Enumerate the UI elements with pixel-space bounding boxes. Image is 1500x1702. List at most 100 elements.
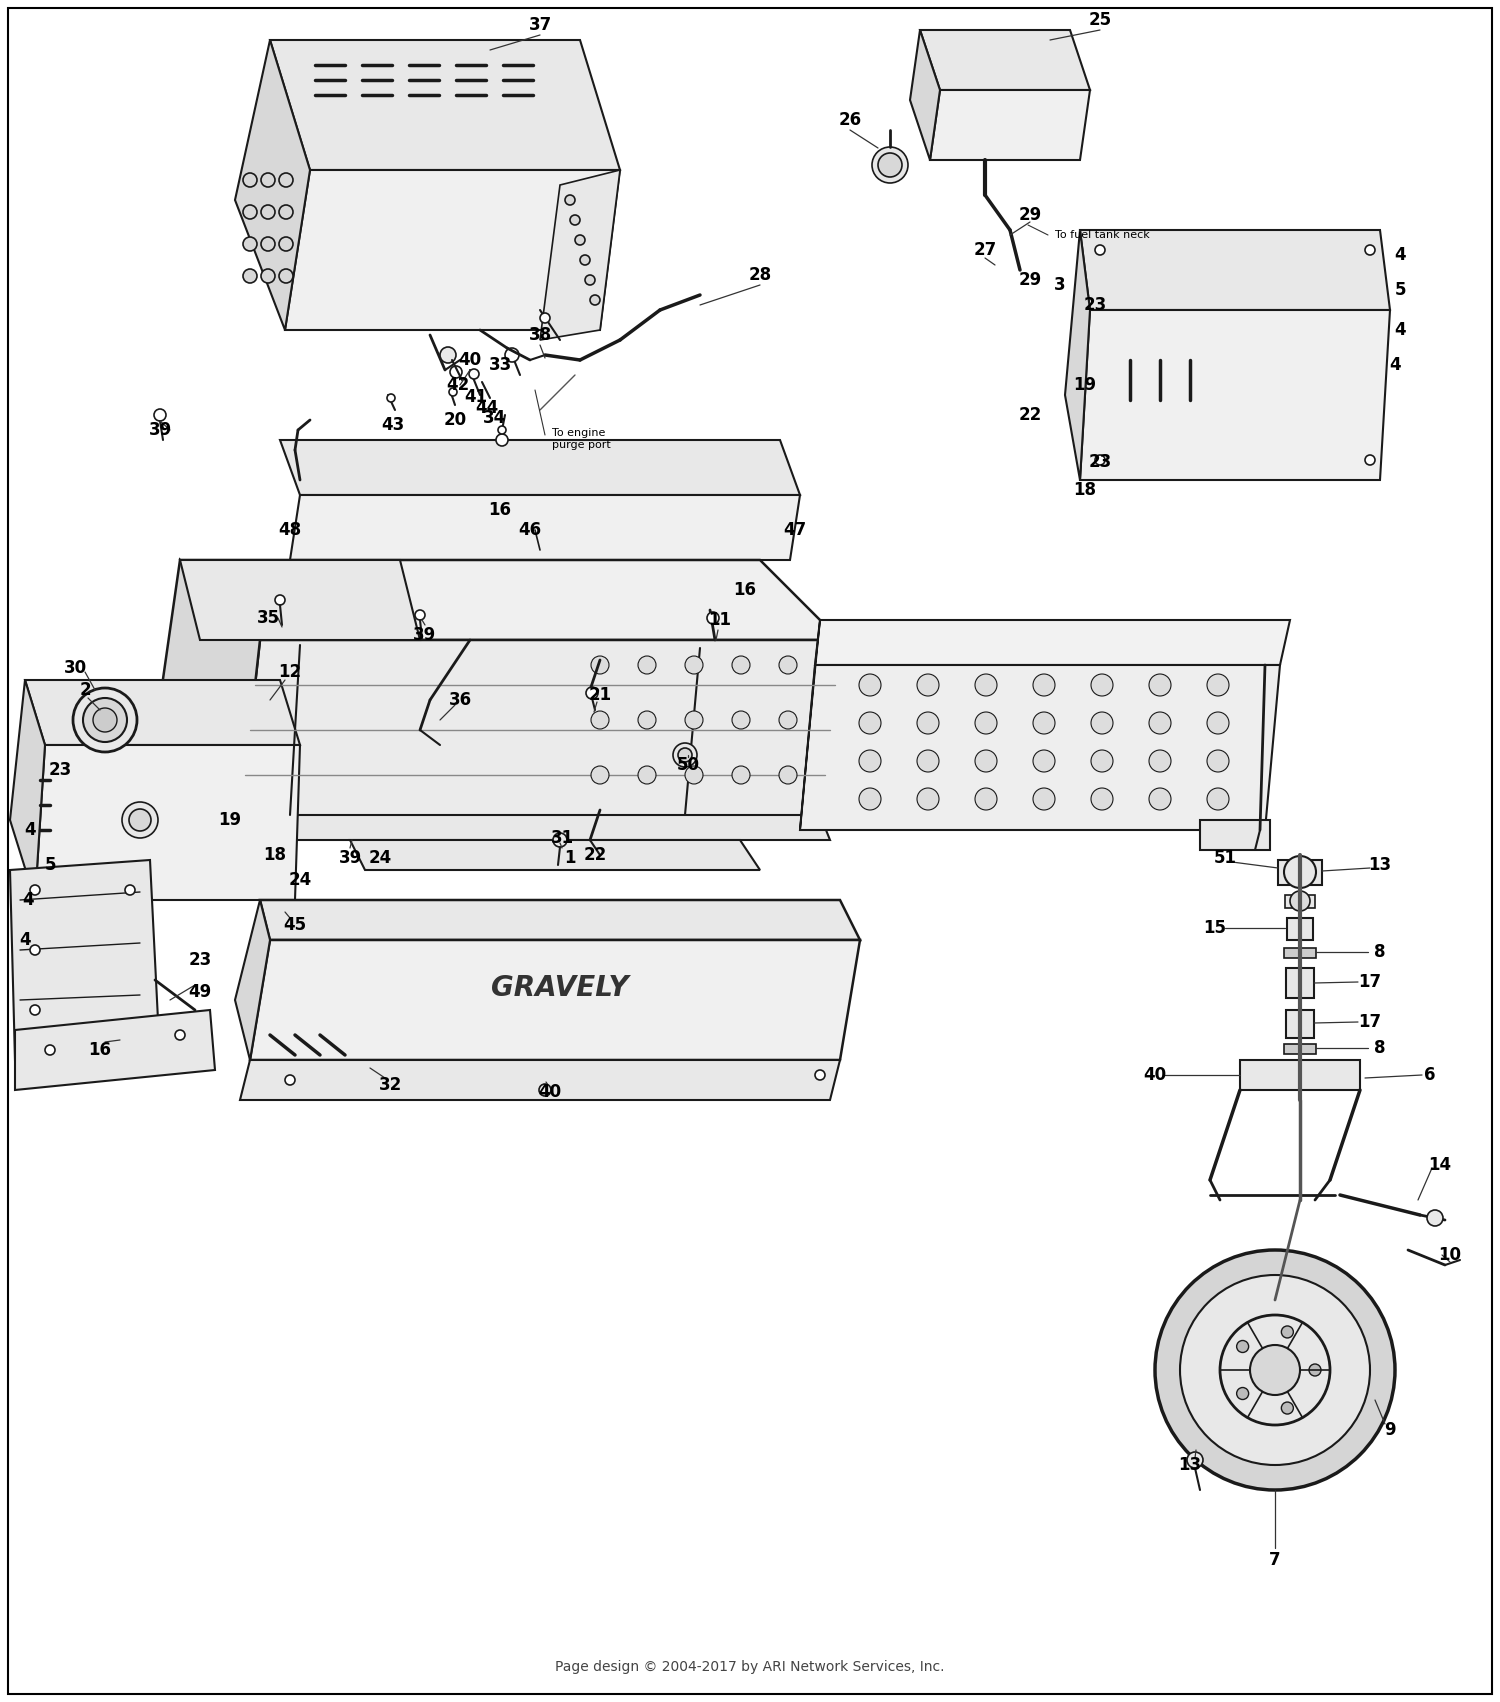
Text: 16: 16 <box>734 580 756 599</box>
Text: 17: 17 <box>1359 974 1382 991</box>
Circle shape <box>1095 245 1106 255</box>
Circle shape <box>261 174 274 187</box>
Polygon shape <box>800 665 1280 831</box>
Circle shape <box>1281 1326 1293 1338</box>
Polygon shape <box>800 620 820 831</box>
Circle shape <box>686 711 703 728</box>
Polygon shape <box>280 441 800 495</box>
Text: 11: 11 <box>708 611 732 630</box>
Circle shape <box>1186 1452 1203 1469</box>
Circle shape <box>591 655 609 674</box>
Polygon shape <box>920 31 1090 90</box>
Circle shape <box>859 751 880 773</box>
Circle shape <box>129 808 152 831</box>
Circle shape <box>1208 788 1228 810</box>
Text: 40: 40 <box>1143 1065 1167 1084</box>
Text: 7: 7 <box>1269 1551 1281 1569</box>
Polygon shape <box>1200 820 1270 849</box>
Circle shape <box>450 366 462 378</box>
Text: 36: 36 <box>448 691 471 710</box>
Text: 4: 4 <box>24 820 36 839</box>
Circle shape <box>1236 1387 1248 1399</box>
Text: 34: 34 <box>483 408 506 427</box>
Text: 50: 50 <box>676 756 699 774</box>
Circle shape <box>975 711 998 734</box>
Circle shape <box>1180 1275 1370 1465</box>
Text: 48: 48 <box>279 521 302 540</box>
Polygon shape <box>260 900 860 940</box>
Text: 24: 24 <box>369 849 392 866</box>
Circle shape <box>554 832 567 848</box>
Circle shape <box>243 237 256 250</box>
Circle shape <box>1365 454 1376 465</box>
Circle shape <box>279 174 292 187</box>
Circle shape <box>1236 1341 1248 1353</box>
Polygon shape <box>251 940 859 1060</box>
Circle shape <box>416 609 424 620</box>
Circle shape <box>243 204 256 220</box>
Polygon shape <box>540 170 620 340</box>
Circle shape <box>496 434 508 446</box>
Circle shape <box>1281 1402 1293 1414</box>
Text: 49: 49 <box>189 984 211 1001</box>
Text: 18: 18 <box>264 846 286 865</box>
Circle shape <box>638 655 656 674</box>
Text: 27: 27 <box>974 242 996 259</box>
Circle shape <box>859 788 880 810</box>
Circle shape <box>448 388 458 397</box>
Text: 39: 39 <box>148 420 171 439</box>
Polygon shape <box>1284 948 1316 958</box>
Circle shape <box>30 945 40 955</box>
Polygon shape <box>1080 230 1390 310</box>
Circle shape <box>1149 674 1172 696</box>
Polygon shape <box>815 620 1290 665</box>
Text: 4: 4 <box>1394 247 1406 264</box>
Circle shape <box>1034 788 1054 810</box>
Circle shape <box>878 153 902 177</box>
Circle shape <box>590 294 600 305</box>
Circle shape <box>1090 711 1113 734</box>
Text: 44: 44 <box>476 398 498 417</box>
Circle shape <box>591 766 609 785</box>
Text: 23: 23 <box>1089 453 1112 471</box>
Circle shape <box>586 688 598 700</box>
Circle shape <box>678 747 692 762</box>
Circle shape <box>975 788 998 810</box>
Text: 8: 8 <box>1374 943 1386 962</box>
Circle shape <box>778 711 796 728</box>
Text: 45: 45 <box>284 916 306 934</box>
Circle shape <box>1208 674 1228 696</box>
Circle shape <box>540 313 550 323</box>
Polygon shape <box>350 841 760 870</box>
Text: 8: 8 <box>1374 1038 1386 1057</box>
Text: To engine
purge port: To engine purge port <box>552 427 610 449</box>
Circle shape <box>261 204 274 220</box>
Circle shape <box>686 766 703 785</box>
Text: 2: 2 <box>80 681 92 700</box>
Polygon shape <box>1286 1009 1314 1038</box>
Circle shape <box>580 255 590 266</box>
Circle shape <box>975 674 998 696</box>
Circle shape <box>82 698 128 742</box>
Circle shape <box>1208 751 1228 773</box>
Text: 28: 28 <box>748 266 771 284</box>
Text: 4: 4 <box>1394 322 1406 339</box>
Text: 10: 10 <box>1438 1246 1461 1265</box>
Text: 47: 47 <box>783 521 807 540</box>
Circle shape <box>778 655 796 674</box>
Polygon shape <box>270 41 620 170</box>
Circle shape <box>591 711 609 728</box>
Circle shape <box>859 711 880 734</box>
Text: 40: 40 <box>459 351 482 369</box>
Text: 22: 22 <box>1019 407 1041 424</box>
Circle shape <box>279 269 292 283</box>
Circle shape <box>1220 1316 1330 1425</box>
Text: 13: 13 <box>1368 856 1392 875</box>
Circle shape <box>916 711 939 734</box>
Circle shape <box>916 788 939 810</box>
Circle shape <box>732 766 750 785</box>
Text: 51: 51 <box>1214 849 1236 866</box>
Text: 4: 4 <box>1389 356 1401 374</box>
Text: 18: 18 <box>1074 482 1096 499</box>
Text: 38: 38 <box>528 327 552 344</box>
